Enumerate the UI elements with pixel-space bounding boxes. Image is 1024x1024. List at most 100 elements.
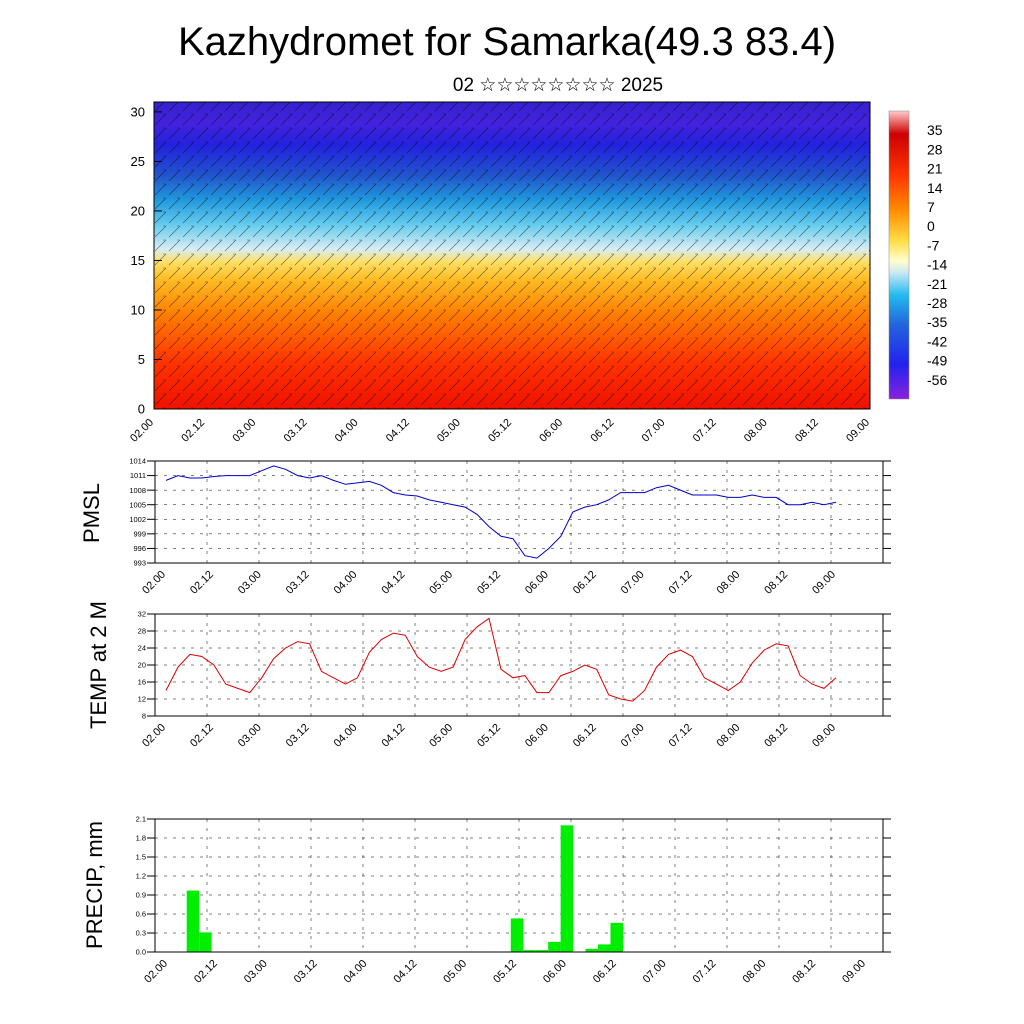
colorbar-label: -35 <box>927 314 947 330</box>
colorbar-label: 21 <box>927 161 943 177</box>
colorbar-label: -56 <box>927 372 947 388</box>
temp-x-tick-label: 08.00 <box>714 722 742 750</box>
temp-x-tick-label: 04.12 <box>379 722 407 750</box>
pmsl-x-tick-label: 04.12 <box>379 569 407 597</box>
precip-y-tick-label: 0.3 <box>136 929 146 938</box>
colorbar <box>888 110 910 400</box>
heatmap-x-tick-label: 02.12 <box>179 417 207 445</box>
heatmap-x-tick-label: 06.12 <box>588 417 616 445</box>
heatmap-x-tick-label: 02.00 <box>128 417 156 445</box>
temp-grid <box>155 614 883 716</box>
precip-y-tick-label: 1.2 <box>136 872 146 881</box>
precip-y-tick-label: 0.9 <box>136 891 146 900</box>
precip-x-tick-label: 09.00 <box>840 958 868 986</box>
pmsl-y-axis: 993 996 999 1002 1005 1008 1011 1014 <box>129 457 891 568</box>
heatmap-x-tick-label: 03.00 <box>230 417 258 445</box>
pmsl-x-tick-label: 07.12 <box>667 569 695 597</box>
precip-y-tick-label: 1.5 <box>136 853 146 862</box>
heatmap-x-tick-label: 05.12 <box>486 417 514 445</box>
precip-bar <box>610 922 623 952</box>
colorbar-label: -49 <box>927 353 947 369</box>
colorbar-label: 35 <box>927 122 943 138</box>
heatmap-y-axis: 0 5 10 15 20 25 30 <box>131 104 162 417</box>
pmsl-frame <box>154 460 884 564</box>
precip-ylabel: PRECIP, mm <box>82 821 107 949</box>
pmsl-y-tick-label: 993 <box>133 559 146 568</box>
precip-bar <box>598 944 611 952</box>
precip-x-tick-label: 07.00 <box>641 958 669 986</box>
precip-x-tick-label: 08.12 <box>790 958 818 986</box>
heatmap-y-tick-label: 20 <box>131 203 145 218</box>
pmsl-series-line <box>165 465 837 559</box>
temp-x-tick-label: 04.00 <box>332 722 360 750</box>
cross-section-panel: 0 5 10 15 20 25 30 02.00 02.12 03.00 03.12 04.00 04… <box>128 101 947 445</box>
precip-x-tick-label: 04.12 <box>391 958 419 986</box>
colorbar-label: 7 <box>927 199 935 215</box>
heatmap-x-tick-label: 05.00 <box>435 417 463 445</box>
temp-x-tick-label: 02.00 <box>140 722 168 750</box>
precip-bar <box>523 950 536 952</box>
colorbar-label: -28 <box>927 295 947 311</box>
temp-y-tick-label: 16 <box>138 678 146 687</box>
heatmap-x-tick-label: 03.12 <box>282 417 310 445</box>
pmsl-x-tick-label: 02.12 <box>188 569 216 597</box>
temp-x-tick-label: 07.12 <box>667 722 695 750</box>
precip-x-tick-label: 05.12 <box>491 958 519 986</box>
colorbar-label: -21 <box>927 276 947 292</box>
colorbar-label: 28 <box>927 141 943 157</box>
precip-y-axis: 0.0 0.3 0.6 0.9 1.2 1.5 1.8 2.1 <box>136 815 891 957</box>
temp-panel: TEMP at 2 M 8 12 16 20 24 28 32 02.00 02.12 03.0… <box>86 601 891 750</box>
temp-y-axis: 8 12 16 20 24 28 32 <box>138 610 891 721</box>
colorbar-label: -14 <box>927 257 947 273</box>
colorbar-label: 14 <box>927 180 943 196</box>
temp-y-tick-label: 32 <box>138 610 146 619</box>
precip-x-tick-label: 02.12 <box>192 958 220 986</box>
heatmap-y-tick-label: 15 <box>131 253 145 268</box>
pmsl-x-tick-label: 09.00 <box>810 569 838 597</box>
temp-y-tick-label: 12 <box>138 695 146 704</box>
precip-y-tick-label: 1.8 <box>136 834 146 843</box>
precip-x-tick-label: 06.00 <box>541 958 569 986</box>
temp-y-tick-label: 20 <box>138 661 146 670</box>
pmsl-x-tick-label: 08.00 <box>714 569 742 597</box>
colorbar-label: 0 <box>927 218 935 234</box>
precip-x-tick-label: 02.00 <box>142 958 170 986</box>
pmsl-x-tick-label: 08.12 <box>762 569 790 597</box>
wind-barb-field <box>154 102 870 409</box>
pmsl-x-axis: 02.00 02.12 03.00 03.12 04.00 04.12 05.00 05.12… <box>140 569 838 597</box>
precip-x-tick-label: 04.00 <box>342 958 370 986</box>
pmsl-x-tick-label: 06.12 <box>571 569 599 597</box>
pmsl-panel: PMSL 993 996 999 1002 1005 1008 1011 1014 02.00… <box>79 457 891 597</box>
heatmap-y-tick-label: 25 <box>131 154 145 169</box>
precip-bar <box>585 948 599 952</box>
temp-x-tick-label: 08.12 <box>762 722 790 750</box>
precip-x-tick-label: 03.12 <box>292 958 320 986</box>
temp-x-tick-label: 05.00 <box>427 722 455 750</box>
precip-bar <box>560 825 574 952</box>
precip-bar <box>548 941 561 952</box>
pmsl-y-tick-label: 1002 <box>129 515 146 524</box>
pmsl-y-tick-label: 1008 <box>129 486 146 495</box>
temp-x-axis: 02.00 02.12 03.00 03.12 04.00 04.12 05.00 05.12… <box>140 722 838 750</box>
colorbar-label: -7 <box>927 237 940 253</box>
temp-x-tick-label: 03.00 <box>236 722 264 750</box>
colorbar-labels: 35 28 21 14 7 0 -7 -14 -21 -28 -35 -42 -49 -56 <box>927 122 947 388</box>
heatmap-x-tick-label: 08.12 <box>793 417 821 445</box>
temp-x-tick-label: 03.12 <box>284 722 312 750</box>
chart-title: Kazhydromet for Samarka(49.3 83.4) <box>178 20 836 64</box>
precip-panel: PRECIP, mm 0.0 0.3 0.6 0.9 1.2 1.5 1.8 2.1 02.0… <box>82 815 891 986</box>
precip-frame <box>154 818 884 953</box>
pmsl-y-tick-label: 996 <box>133 544 146 553</box>
precip-bar <box>199 932 212 952</box>
temp-x-tick-label: 09.00 <box>810 722 838 750</box>
pmsl-x-tick-label: 03.12 <box>284 569 312 597</box>
pmsl-ylabel: PMSL <box>79 483 104 543</box>
heatmap-y-tick-label: 5 <box>138 352 145 367</box>
colorbar-label: -42 <box>927 333 947 349</box>
precip-x-axis: 02.00 02.12 03.00 03.12 04.00 04.12 05.00 05.12… <box>142 958 868 986</box>
pmsl-x-tick-label: 03.00 <box>236 569 264 597</box>
precip-x-tick-label: 06.12 <box>591 958 619 986</box>
pmsl-x-tick-label: 07.00 <box>619 569 647 597</box>
precip-x-tick-label: 08.00 <box>740 958 768 986</box>
